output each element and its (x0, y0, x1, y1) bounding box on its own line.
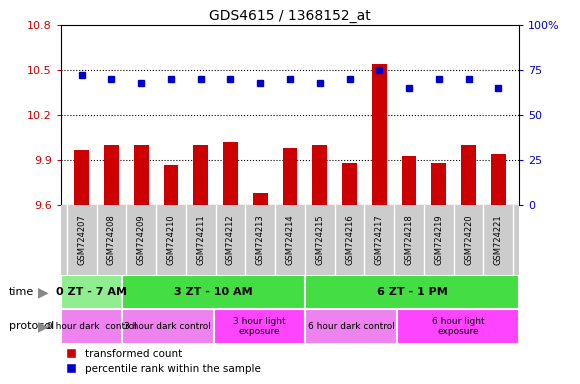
Bar (61, 275, 122, 309)
Bar (104, 145, 119, 205)
Text: ▶: ▶ (38, 285, 48, 299)
Text: GSM724211: GSM724211 (196, 215, 205, 265)
Text: GSM724219: GSM724219 (434, 215, 443, 265)
Bar (223, 142, 238, 205)
Text: 6 hour light
exposure: 6 hour light exposure (432, 317, 484, 336)
Text: GSM724216: GSM724216 (345, 215, 354, 265)
Legend: transformed count, percentile rank within the sample: transformed count, percentile rank withi… (66, 349, 261, 374)
Bar (312, 145, 327, 205)
Bar (491, 154, 506, 205)
Bar (193, 145, 208, 205)
Text: 6 hour dark control: 6 hour dark control (307, 322, 394, 331)
Text: ▶: ▶ (38, 319, 48, 333)
Text: GSM724214: GSM724214 (285, 215, 295, 265)
Bar (164, 165, 179, 205)
Text: GSM724207: GSM724207 (77, 215, 86, 265)
Text: 0 ZT - 7 AM: 0 ZT - 7 AM (56, 287, 127, 297)
Text: GSM724209: GSM724209 (137, 215, 146, 265)
Text: GSM724215: GSM724215 (316, 215, 324, 265)
Bar (74, 150, 89, 205)
Text: GSM724212: GSM724212 (226, 215, 235, 265)
Bar (432, 163, 446, 205)
Bar (122, 309, 213, 344)
Bar (213, 309, 305, 344)
Bar (342, 163, 357, 205)
Text: GSM724220: GSM724220 (464, 215, 473, 265)
Text: protocol: protocol (9, 321, 54, 331)
Text: 6 ZT - 1 PM: 6 ZT - 1 PM (377, 287, 448, 297)
Bar (134, 145, 148, 205)
Text: GSM724218: GSM724218 (404, 215, 414, 265)
Text: GSM724213: GSM724213 (256, 215, 264, 265)
Text: GSM724208: GSM724208 (107, 215, 116, 265)
Bar (253, 194, 268, 205)
Text: GSM724210: GSM724210 (166, 215, 176, 265)
Text: time: time (9, 287, 34, 297)
Text: GSM724217: GSM724217 (375, 215, 384, 265)
Text: 3 ZT - 10 AM: 3 ZT - 10 AM (175, 287, 253, 297)
Bar (401, 156, 416, 205)
Text: 0 hour dark  control: 0 hour dark control (46, 322, 136, 331)
Text: 3 hour dark control: 3 hour dark control (124, 322, 211, 331)
Bar (122, 275, 305, 309)
Text: GSM724221: GSM724221 (494, 215, 503, 265)
Bar (61, 309, 122, 344)
Bar (397, 309, 519, 344)
Bar (372, 64, 387, 205)
Bar (282, 148, 298, 205)
Title: GDS4615 / 1368152_at: GDS4615 / 1368152_at (209, 8, 371, 23)
Bar (305, 275, 519, 309)
Text: 3 hour light
exposure: 3 hour light exposure (233, 317, 286, 336)
Bar (305, 309, 397, 344)
Bar (461, 145, 476, 205)
